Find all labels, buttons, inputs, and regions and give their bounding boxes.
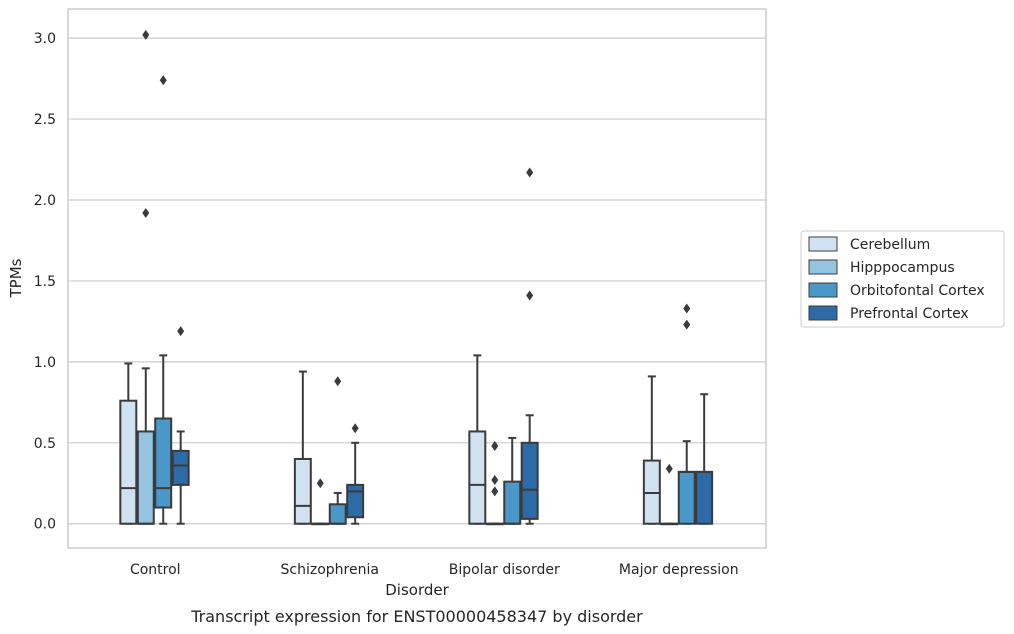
- outlier-point: [351, 423, 359, 434]
- box-iqr: [346, 483, 365, 519]
- box-prefrontal-cortex-control: [171, 326, 190, 525]
- y-tick-label: 2.5: [34, 112, 56, 128]
- box-prefrontal-cortex-schizophrenia: [346, 423, 365, 525]
- outlier-point: [526, 167, 534, 178]
- box-hipppocampus-major-depression: [660, 463, 679, 526]
- box-cerebellum-control: [119, 362, 138, 525]
- box-iqr: [328, 503, 347, 525]
- legend-label: Orbitofontal Cortex: [850, 283, 985, 299]
- outlier-point: [491, 486, 499, 497]
- outlier-point: [159, 75, 167, 86]
- outlier-point: [142, 29, 150, 40]
- x-axis-label: Disorder: [385, 581, 449, 599]
- box-iqr: [695, 470, 714, 525]
- box-prefrontal-cortex-major-depression: [695, 393, 714, 525]
- box-cerebellum-bipolar-disorder: [468, 354, 487, 525]
- outlier-point: [334, 376, 342, 387]
- legend-swatch: [808, 282, 838, 298]
- outlier-point: [491, 441, 499, 452]
- plot-area-frame: [67, 8, 767, 549]
- y-axis-label: TPMs: [7, 258, 25, 298]
- box-orbitofontal-cortex-control: [154, 75, 173, 525]
- box-hipppocampus-bipolar-disorder: [485, 441, 504, 526]
- legend-swatch: [808, 305, 838, 321]
- legend-label: Prefrontal Cortex: [850, 306, 969, 322]
- box-iqr: [520, 441, 539, 520]
- y-tick-label: 2.0: [34, 193, 56, 209]
- box-iqr: [503, 480, 522, 525]
- box-cerebellum-schizophrenia: [293, 370, 312, 525]
- y-tick-label: 1.5: [34, 274, 56, 290]
- box-prefrontal-cortex-bipolar-disorder: [520, 167, 539, 525]
- x-tick-label: Control: [130, 562, 181, 578]
- legend-frame: [800, 230, 1005, 328]
- legend-swatch: [808, 236, 838, 252]
- outlier-point: [683, 319, 691, 330]
- box-iqr: [293, 457, 312, 525]
- outlier-point: [683, 303, 691, 314]
- y-tick-label: 0.5: [34, 436, 56, 452]
- chart-caption: Transcript expression for ENST0000045834…: [190, 607, 643, 626]
- box-iqr: [468, 430, 487, 525]
- outlier-point: [316, 478, 324, 489]
- grid-lines: [68, 37, 766, 525]
- y-tick-label: 1.0: [34, 355, 56, 371]
- box-iqr: [154, 417, 173, 509]
- y-tick-label: 3.0: [34, 31, 56, 47]
- box-iqr: [119, 399, 138, 525]
- legend-label: Cerebellum: [850, 237, 930, 253]
- y-axis-ticks: 0.0 0.5 1.0 1.5 2.0 2.5 3.0: [34, 31, 56, 533]
- outlier-point: [491, 475, 499, 486]
- box-hipppocampus-schizophrenia: [311, 478, 330, 526]
- box-iqr: [171, 449, 190, 486]
- outlier-point: [177, 326, 185, 337]
- outlier-point: [665, 463, 673, 474]
- x-tick-label: Bipolar disorder: [449, 562, 560, 578]
- outlier-point: [142, 207, 150, 218]
- box-orbitofontal-cortex-major-depression: [677, 303, 696, 525]
- box-cerebellum-major-depression: [642, 375, 661, 525]
- box-iqr: [136, 430, 155, 525]
- legend-swatch: [808, 259, 838, 275]
- y-tick-label: 0.0: [34, 517, 56, 533]
- outlier-point: [526, 290, 534, 301]
- box-orbitofontal-cortex-bipolar-disorder: [503, 436, 522, 525]
- boxes: [119, 29, 714, 526]
- x-axis-ticks: Control Schizophrenia Bipolar disorder Majo…: [130, 562, 739, 578]
- box-iqr: [677, 470, 696, 525]
- legend-label: Hipppocampus: [850, 260, 955, 276]
- box-hipppocampus-control: [136, 29, 155, 525]
- legend: Cerebellum Hipppocampus Orbitofontal Corte…: [800, 230, 1005, 328]
- box-orbitofontal-cortex-schizophrenia: [328, 376, 347, 525]
- x-tick-label: Schizophrenia: [281, 562, 379, 578]
- x-tick-label: Major depression: [619, 562, 739, 578]
